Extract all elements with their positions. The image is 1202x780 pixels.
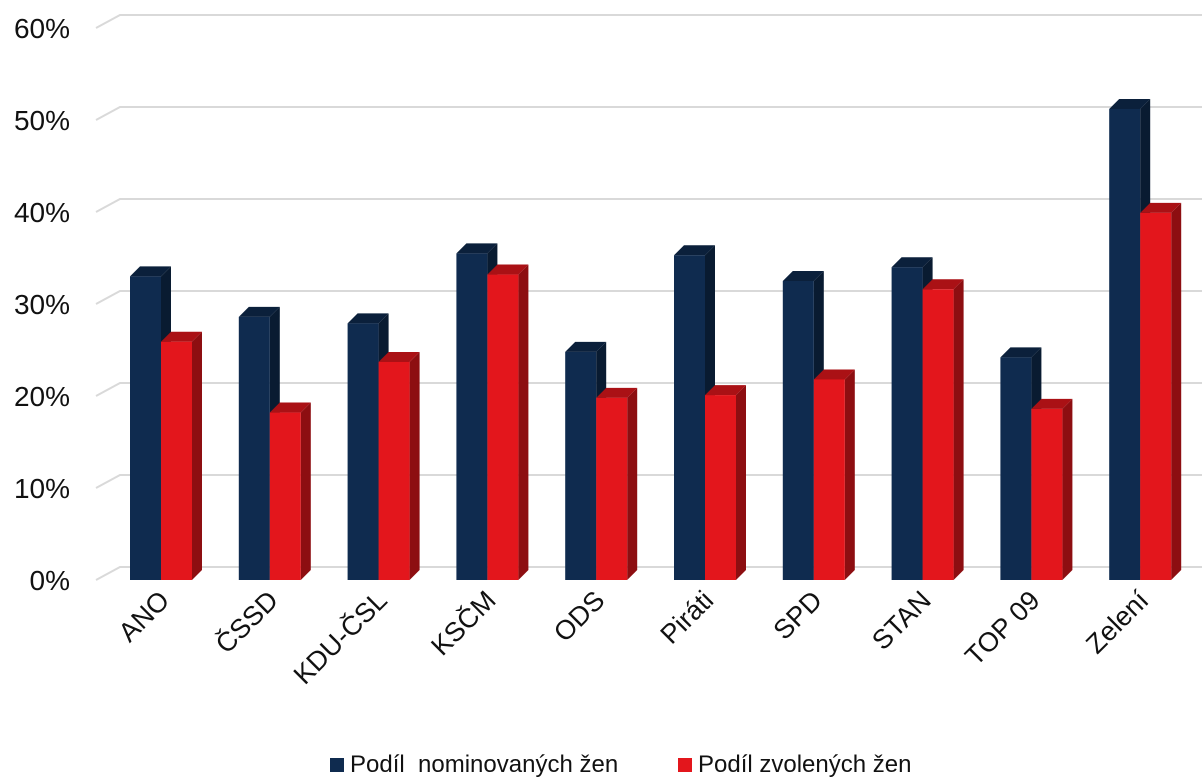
- bar-top: [1031, 398, 1073, 409]
- x-tick-label: ODS: [548, 585, 611, 648]
- bar-side: [409, 351, 420, 580]
- bar-side: [518, 264, 529, 580]
- bar-top: [813, 369, 855, 380]
- x-tick-label: Piráti: [655, 585, 720, 650]
- bar-front: [1140, 212, 1172, 581]
- y-tick-label: 60%: [14, 13, 70, 44]
- y-tick-label: 50%: [14, 105, 70, 136]
- x-tick-label: KDU-ČSL: [287, 584, 393, 690]
- bar-front: [813, 379, 845, 580]
- bar-top: [269, 402, 311, 413]
- bar-top: [922, 279, 964, 290]
- x-tick-label: SPD: [768, 585, 828, 645]
- bar-front: [922, 289, 954, 580]
- y-axis-ticks: 0% 10% 20% 30% 40% 50% 60%: [14, 13, 70, 596]
- bar-front: [1031, 408, 1063, 580]
- bar-front: [269, 412, 301, 580]
- bar-top: [565, 341, 607, 352]
- bar-front: [782, 281, 814, 580]
- x-tick-label: ČSSD: [209, 584, 284, 659]
- bar-top: [347, 313, 389, 324]
- gridline: [95, 14, 1202, 29]
- bar: [487, 264, 529, 580]
- legend-label: Podíl zvolených žen: [698, 751, 911, 778]
- bar: [378, 351, 420, 580]
- bar-top: [378, 351, 420, 362]
- x-tick-label: ANO: [113, 585, 176, 648]
- bar: [1140, 202, 1182, 581]
- x-tick-label: TOP 09: [959, 585, 1045, 671]
- bar: [1031, 398, 1073, 580]
- bar: [269, 402, 311, 580]
- bar-front: [1000, 357, 1032, 580]
- bar-top: [130, 266, 171, 277]
- x-tick-label: KSČM: [425, 584, 502, 661]
- bar-top: [456, 243, 498, 254]
- bar-top: [1000, 347, 1042, 358]
- bar-top: [487, 264, 529, 275]
- legend: Podíl nominovaných žen Podíl zvolených že…: [330, 751, 911, 778]
- x-tick-label: Zelení: [1080, 585, 1155, 660]
- bar-top: [674, 245, 715, 256]
- bar-top: [782, 271, 824, 281]
- y-tick-label: 10%: [14, 473, 70, 504]
- gridlines: [95, 14, 1202, 581]
- bar-front: [1109, 108, 1141, 581]
- bar-front: [487, 274, 519, 580]
- bar-front: [891, 267, 923, 580]
- legend-swatch: [678, 758, 692, 772]
- bar-top: [1140, 202, 1182, 213]
- legend-swatch: [330, 758, 344, 772]
- y-tick-label: 20%: [14, 381, 70, 412]
- legend-item: Podíl zvolených žen: [678, 751, 911, 778]
- bar-front: [130, 276, 161, 580]
- bar-top: [891, 257, 933, 268]
- bar-front: [456, 253, 488, 580]
- y-tick-label: 0%: [30, 565, 70, 596]
- bar-front: [596, 397, 628, 580]
- bar: [161, 331, 202, 580]
- bar-front: [378, 361, 410, 580]
- gridline: [95, 290, 1202, 305]
- bar-top: [596, 387, 638, 398]
- bar-side: [1171, 202, 1182, 581]
- bar-top: [238, 306, 280, 317]
- bars: [130, 98, 1182, 581]
- bar-top: [1109, 98, 1151, 109]
- bar-side: [627, 387, 638, 580]
- bar: [705, 385, 746, 580]
- bar-front: [238, 316, 270, 580]
- bar-side: [844, 369, 855, 580]
- bar: [596, 387, 638, 580]
- legend-label: Podíl nominovaných žen: [350, 751, 618, 778]
- bar-front: [565, 351, 597, 580]
- gridline: [95, 198, 1202, 213]
- bar-front: [161, 341, 192, 580]
- y-tick-label: 30%: [14, 289, 70, 320]
- bar-front: [674, 255, 705, 581]
- bar-side: [953, 279, 964, 580]
- bar: [813, 369, 855, 580]
- bar-side: [736, 385, 746, 580]
- y-tick-label: 40%: [14, 197, 70, 228]
- bar: [922, 279, 964, 580]
- bar-front: [705, 395, 736, 580]
- bar-side: [300, 402, 311, 580]
- bar-front: [347, 323, 379, 580]
- bar-side: [1062, 398, 1073, 580]
- legend-item: Podíl nominovaných žen: [330, 751, 618, 778]
- bar-side: [192, 331, 202, 580]
- gridline: [95, 106, 1202, 121]
- bar-top: [705, 385, 746, 396]
- x-tick-label: STAN: [866, 585, 937, 656]
- bar-top: [161, 331, 202, 342]
- x-axis-labels: ANO ČSSD KDU-ČSL KSČM ODS Piráti SPD STAN TOP 09…: [113, 584, 1155, 690]
